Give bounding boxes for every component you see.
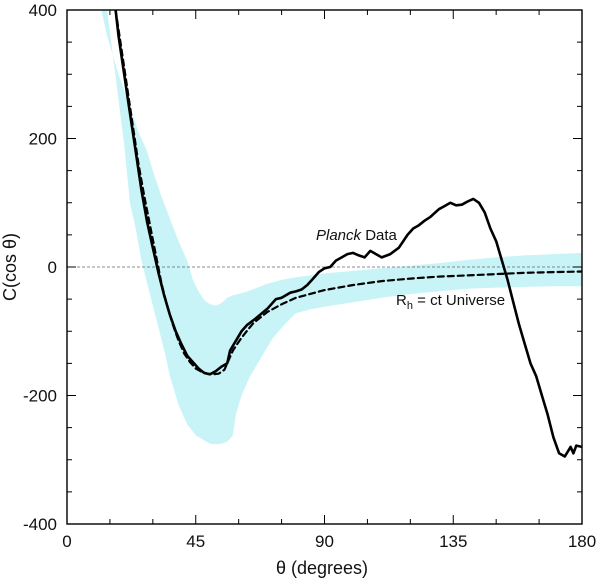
y-tick-label: -200 — [23, 387, 57, 406]
x-tick-label: 135 — [439, 532, 467, 551]
uncertainty-band — [101, 10, 582, 445]
y-axis-title: C(cos θ) — [0, 233, 20, 301]
x-axis-title: θ (degrees) — [276, 558, 368, 578]
y-tick-label: 0 — [48, 258, 57, 277]
y-tick-label: -400 — [23, 515, 57, 534]
x-tick-label: 0 — [62, 532, 71, 551]
model-main: R — [396, 292, 407, 309]
x-tick-label: 180 — [568, 532, 596, 551]
x-tick-label: 90 — [315, 532, 334, 551]
model-annotation: Rh = ct Universe — [396, 292, 505, 312]
model-sub: h — [407, 300, 413, 312]
planck-data-annotation: Planck Data — [316, 227, 398, 244]
planck-data-line — [114, 10, 582, 458]
y-tick-label: 400 — [29, 1, 57, 20]
y-tick-label: 200 — [29, 130, 57, 149]
x-tick-label: 45 — [186, 532, 205, 551]
planck-rest: Data — [361, 227, 398, 244]
model-rest: = ct Universe — [413, 292, 505, 309]
planck-italic: Planck — [316, 227, 363, 244]
rh-ct-model-line — [114, 10, 582, 376]
